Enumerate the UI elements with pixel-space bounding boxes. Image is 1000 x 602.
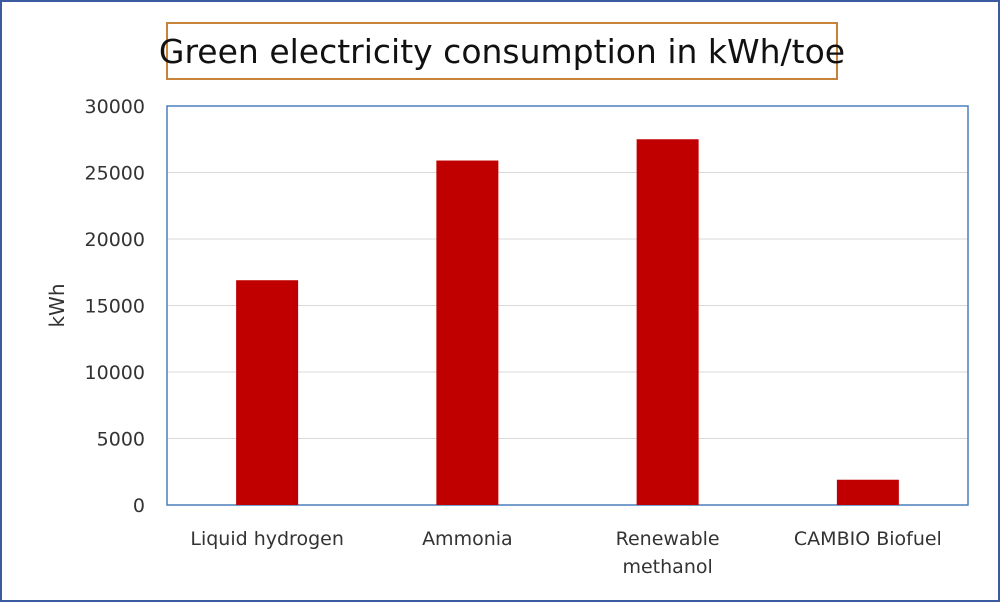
y-tick-label: 25000 xyxy=(85,163,145,185)
y-tick-label: 10000 xyxy=(85,362,145,384)
bar xyxy=(236,280,299,505)
chart-title-box: Green electricity consumption in kWh/toe xyxy=(159,22,845,80)
y-tick-label: 20000 xyxy=(85,229,145,251)
bar xyxy=(636,139,699,505)
y-tick-label: 0 xyxy=(133,495,145,517)
y-tick-label: 15000 xyxy=(85,296,145,318)
x-category-label: Liquid hydrogen xyxy=(190,528,344,550)
y-tick-label: 30000 xyxy=(85,96,145,118)
chart-title: Green electricity consumption in kWh/toe xyxy=(158,31,846,71)
y-tick-label: 5000 xyxy=(97,429,145,451)
bar xyxy=(836,479,899,505)
x-category-label: CAMBIO Biofuel xyxy=(794,528,942,550)
x-category-label: Renewable methanol xyxy=(616,528,720,578)
y-axis-title: kWh xyxy=(45,283,69,327)
x-category-label: Ammonia xyxy=(422,528,513,550)
plot-area-border xyxy=(166,105,969,506)
y-axis-ticks: 0 5000 10000 15000 20000 25000 30000 xyxy=(85,96,145,517)
x-axis-labels: Liquid hydrogen Ammonia Renewable methanol C… xyxy=(190,528,941,578)
bars xyxy=(236,139,899,505)
bar xyxy=(436,160,499,505)
